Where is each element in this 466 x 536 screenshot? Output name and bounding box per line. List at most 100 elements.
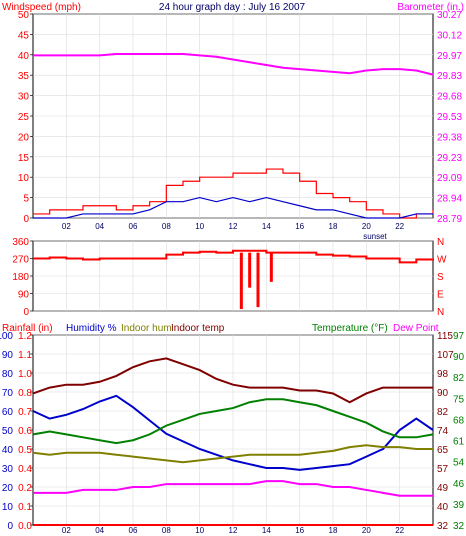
legend-temperature: Temperature (°F) xyxy=(312,323,388,334)
p1-xtick-8: 18 xyxy=(329,222,338,231)
p3-xtick-1: 04 xyxy=(95,526,104,535)
p3-humidity-tick-label-5: 50 xyxy=(2,426,14,437)
legend-rainfall: Rainfall (in) xyxy=(2,323,53,334)
p3-humidity-tick-label-6: 60 xyxy=(2,407,14,418)
p3-rain-tick-label-7: 0.8 xyxy=(18,388,32,399)
p3-xtick-0: 02 xyxy=(62,526,71,535)
p1-right-tick-label-1: 28.94 xyxy=(437,194,462,205)
p3-humidity-tick-label-8: 80 xyxy=(2,369,14,380)
p1-xtick-0: 02 xyxy=(62,222,71,231)
p1-left-tick-label-9: 45 xyxy=(18,30,30,41)
p1-xtick-10: 22 xyxy=(395,222,404,231)
p1-right-tick-label-2: 29.09 xyxy=(437,173,462,184)
p2-left-tick-label-3: 270 xyxy=(12,255,29,266)
p1-xtick-9: 20 xyxy=(362,222,371,231)
p1-right-tick-label-10: 30.27 xyxy=(437,10,462,21)
chart-title: 24 hour graph day : July 16 2007 xyxy=(159,2,306,13)
right-axis-title: Barometer (in.) xyxy=(397,2,464,13)
p3-temp-b-tick-label-2: 46 xyxy=(453,479,465,490)
series-humidity xyxy=(32,394,434,471)
p3-temp-a-tick-label-7: 90 xyxy=(437,388,449,399)
p1-left-tick-label-6: 30 xyxy=(18,92,30,103)
p3-temp-b-tick-label-5: 68 xyxy=(453,415,465,426)
p1-right-tick-label-0: 28.79 xyxy=(437,214,462,225)
p3-xtick-6: 14 xyxy=(262,526,271,535)
p2-right-tick-label-1: E xyxy=(437,290,444,301)
p3-temp-b-tick-label-7: 82 xyxy=(453,373,465,384)
p2-right-tick-label-4: N xyxy=(437,237,444,248)
p1-right-tick-label-4: 29.38 xyxy=(437,132,462,143)
p3-rain-tick-label-0: 0.0 xyxy=(18,521,32,532)
p3-xtick-5: 12 xyxy=(229,526,238,535)
p3-humidity-tick-label-2: 20 xyxy=(2,483,14,494)
p3-temp-b-tick-label-9: 97 xyxy=(453,331,465,342)
p3-temp-b-tick-label-0: 32 xyxy=(453,521,465,532)
p2-right-tick-label-3: W xyxy=(437,255,447,266)
p1-xtick-1: 04 xyxy=(95,222,104,231)
p1-left-tick-label-1: 5 xyxy=(23,194,29,205)
p2-right-tick-label-0: N xyxy=(437,307,444,318)
p1-right-tick-label-6: 29.68 xyxy=(437,92,462,103)
p3-rain-tick-label-4: 0.5 xyxy=(18,445,32,456)
p1-right-tick-label-7: 29.83 xyxy=(437,71,462,82)
p3-humidity-tick-label-0: 0 xyxy=(7,521,13,532)
p3-temp-a-tick-label-9: 107 xyxy=(437,350,454,361)
p3-temp-a-tick-label-8: 98 xyxy=(437,369,449,380)
p3-rain-tick-label-8: 1.0 xyxy=(18,369,32,380)
p3-xtick-4: 10 xyxy=(195,526,204,535)
p3-humidity-tick-label-7: 70 xyxy=(2,388,14,399)
legend-dew-point: Dew Point xyxy=(393,323,439,334)
chart-marks: 02 04 06 08 10 12 14 16 18 20 22 0 5 10 15 20 25 30 35 40 45… xyxy=(0,10,465,535)
p3-temp-a-tick-label-5: 74 xyxy=(437,426,449,437)
p3-temp-a-tick-label-4: 65 xyxy=(437,445,449,456)
p3-temp-b-tick-label-4: 61 xyxy=(453,437,465,448)
p3-humidity-tick-label-4: 40 xyxy=(2,445,14,456)
p3-xtick-7: 16 xyxy=(295,526,304,535)
p1-left-tick-label-8: 40 xyxy=(18,51,30,62)
p2-left-tick-label-2: 180 xyxy=(12,272,29,283)
p3-humidity-tick-label-10: 100 xyxy=(0,331,13,342)
p3-temp-a-tick-label-3: 57 xyxy=(437,464,449,475)
series-dew-point xyxy=(33,480,433,497)
p3-temp-b-tick-label-6: 75 xyxy=(453,394,465,405)
p3-temp-b-tick-label-8: 90 xyxy=(453,352,465,363)
p3-rain-tick-label-5: 0.6 xyxy=(18,426,32,437)
p1-xtick-6: 14 xyxy=(262,222,271,231)
left-axis-title: Windspeed (mph) xyxy=(2,2,81,13)
wind-gust-line xyxy=(33,168,434,219)
p1-left-tick-label-0: 0 xyxy=(23,214,29,225)
p1-xtick-2: 06 xyxy=(129,222,138,231)
p3-xtick-9: 20 xyxy=(362,526,371,535)
p3-xtick-2: 06 xyxy=(129,526,138,535)
p3-xtick-10: 22 xyxy=(395,526,404,535)
series-temperature-f xyxy=(32,398,434,445)
series-indoor-hum xyxy=(32,444,433,464)
p3-rain-tick-label-10: 1.2 xyxy=(18,331,32,342)
p1-left-tick-label-10: 50 xyxy=(18,10,30,21)
p3-rain-tick-label-2: 0.2 xyxy=(18,483,32,494)
p3-temp-a-tick-label-1: 40 xyxy=(437,502,449,513)
p2-left-tick-label-4: 360 xyxy=(12,237,29,248)
p3-temp-a-tick-label-2: 49 xyxy=(437,483,449,494)
p1-left-tick-label-7: 35 xyxy=(18,71,30,82)
legend-indoor-temp: Indoor temp xyxy=(171,323,225,334)
p1-right-tick-label-8: 29.97 xyxy=(437,51,462,62)
wind-average-line xyxy=(33,196,433,219)
p3-xtick-8: 18 xyxy=(329,526,338,535)
p1-left-tick-label-4: 20 xyxy=(18,132,30,143)
p3-temp-b-tick-label-3: 54 xyxy=(453,458,465,469)
series-indoor-temp xyxy=(32,357,433,404)
p3-rain-tick-label-9: 1.1 xyxy=(18,350,32,361)
p3-humidity-tick-label-3: 30 xyxy=(2,464,14,475)
p2-left-tick-label-1: 90 xyxy=(18,290,30,301)
p1-left-tick-label-2: 10 xyxy=(18,173,30,184)
p1-left-tick-label-3: 15 xyxy=(18,153,30,164)
sunset-annotation: sunset xyxy=(363,232,387,241)
legend-humidity: Humidity % xyxy=(66,323,117,334)
p3-rain-tick-label-1: 0.1 xyxy=(18,502,32,513)
barometer-line xyxy=(33,52,434,76)
p3-temp-a-tick-label-10: 115 xyxy=(437,331,453,342)
p2-left-tick-label-0: 0 xyxy=(23,307,29,318)
p1-xtick-4: 10 xyxy=(195,222,204,231)
